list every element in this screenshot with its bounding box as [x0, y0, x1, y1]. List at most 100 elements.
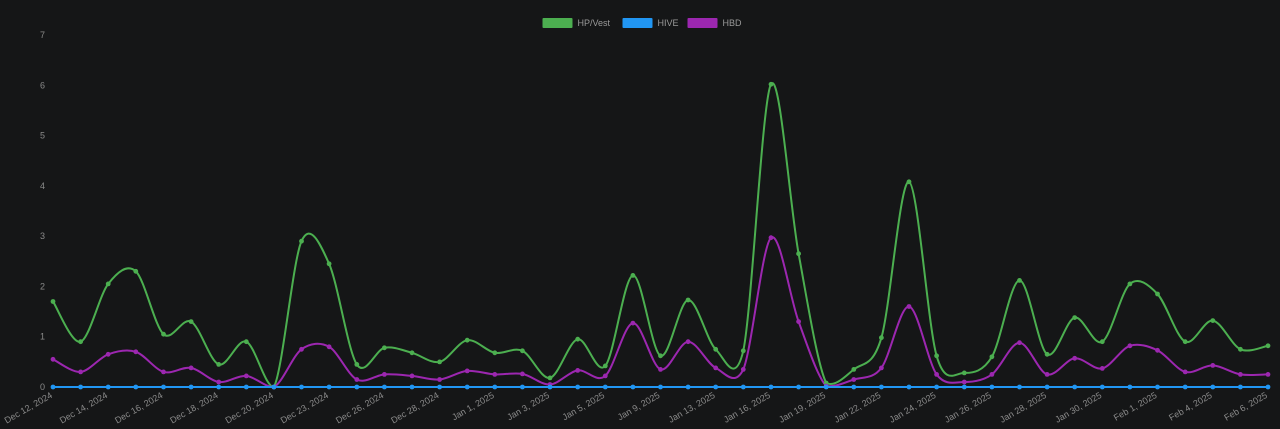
legend-label-hbd: HBD [723, 18, 743, 28]
data-point-hive [685, 384, 691, 390]
data-point-hbd [382, 372, 387, 377]
x-tick-label: Jan 9, 2025 [616, 390, 662, 422]
series-lines [52, 82, 1269, 389]
data-point-hp-vest [547, 375, 553, 381]
data-point-hp-vest [1099, 339, 1105, 345]
data-point-hbd [1017, 340, 1022, 346]
data-point-hive [906, 384, 912, 390]
x-tick-label: Jan 16, 2025 [722, 390, 772, 425]
data-point-hp-vest [961, 370, 967, 376]
x-tick-label: Feb 6, 2025 [1222, 390, 1269, 423]
data-point-hp-vest [1238, 346, 1243, 352]
data-point-hive [575, 384, 581, 390]
data-point-hp-vest [492, 350, 498, 356]
legend-swatch-hp-vest [542, 18, 573, 28]
y-tick-label: 3 [40, 231, 45, 241]
data-point-hive [1155, 384, 1160, 390]
x-tick-label: Jan 28, 2025 [998, 390, 1048, 425]
y-axis: 0 1 2 3 4 5 6 7 [40, 30, 45, 392]
x-tick-label: Jan 5, 2025 [561, 390, 607, 422]
data-point-hive [1127, 384, 1133, 390]
data-point-hbd [78, 369, 83, 375]
data-point-hive [78, 384, 83, 390]
x-tick-label: Dec 28, 2024 [389, 390, 440, 425]
data-point-hive [934, 384, 939, 390]
data-point-hp-vest [1265, 343, 1271, 349]
x-tick-label: Dec 14, 2024 [58, 390, 109, 425]
data-point-hp-vest [575, 336, 581, 342]
data-point-hp-vest [630, 273, 636, 278]
y-tick-label: 1 [40, 332, 45, 342]
data-point-hive [1044, 384, 1050, 390]
x-tick-label: Dec 12, 2024 [3, 390, 54, 425]
x-tick-label: Jan 19, 2025 [777, 390, 827, 425]
x-tick-label: Jan 1, 2025 [450, 390, 496, 422]
data-point-hbd [1072, 355, 1078, 361]
data-point-hive [520, 384, 525, 390]
data-point-hp-vest [1182, 339, 1188, 345]
data-point-hive [464, 384, 470, 390]
data-point-hp-vest [78, 339, 83, 345]
x-tick-label: Jan 22, 2025 [832, 390, 882, 425]
data-point-hbd [133, 349, 139, 355]
data-point-hive [1265, 384, 1271, 390]
data-point-hp-vest [1155, 291, 1160, 297]
data-point-hbd [851, 377, 857, 382]
data-point-hp-vest [188, 319, 194, 324]
data-point-hive [961, 384, 967, 390]
legend-swatch-hbd [687, 18, 718, 28]
data-point-hp-vest [133, 268, 139, 274]
data-point-hbd [1155, 347, 1160, 353]
data-point-hbd [740, 367, 746, 372]
x-tick-label: Jan 13, 2025 [667, 390, 717, 425]
data-point-hive [299, 384, 304, 390]
data-point-hp-vest [934, 353, 939, 359]
data-point-hbd [934, 372, 939, 377]
data-point-hp-vest [299, 238, 304, 244]
data-point-hbd [685, 339, 691, 345]
data-point-hp-vest [989, 354, 995, 360]
data-point-hbd [879, 365, 884, 371]
x-tick-label: Feb 1, 2025 [1112, 390, 1159, 423]
data-point-hive [1238, 384, 1243, 390]
x-tick-label: Dec 20, 2024 [224, 390, 275, 425]
x-tick-label: Dec 23, 2024 [279, 390, 330, 425]
data-point-hbd [243, 373, 249, 379]
data-point-hive [823, 384, 829, 390]
data-point-hp-vest [768, 81, 774, 87]
series-line-hbd [52, 236, 1269, 388]
data-point-hbd [1238, 372, 1243, 377]
data-point-hbd [326, 344, 332, 350]
data-point-hive [354, 384, 360, 390]
y-tick-label: 2 [40, 281, 45, 291]
x-tick-label: Dec 16, 2024 [113, 390, 164, 425]
data-point-hive [382, 384, 387, 390]
data-point-hbd [1099, 366, 1105, 371]
data-point-hbd [796, 319, 801, 324]
data-point-hbd [575, 368, 581, 373]
data-point-hive [133, 384, 139, 390]
data-point-hive [879, 384, 884, 390]
x-tick-label: Jan 26, 2025 [943, 390, 993, 425]
data-point-hive [1017, 384, 1022, 390]
data-point-hbd [188, 365, 194, 371]
x-tick-label: Dec 18, 2024 [168, 390, 219, 425]
data-point-hbd [105, 351, 111, 357]
x-tick-label: Jan 30, 2025 [1053, 390, 1103, 425]
data-point-hp-vest [50, 299, 56, 304]
data-point-hp-vest [906, 179, 912, 185]
data-point-hp-vest [1210, 318, 1216, 323]
data-point-hbd [713, 365, 719, 371]
data-point-hbd [1127, 343, 1133, 349]
data-point-hp-vest [382, 345, 387, 351]
legend-label-hp-vest: HP/Vest [578, 18, 611, 28]
data-point-hive [768, 384, 774, 390]
data-point-hp-vest [326, 261, 332, 267]
y-tick-label: 0 [40, 382, 45, 392]
series-points [50, 81, 1271, 390]
data-point-hive [630, 384, 636, 390]
data-point-hive [1072, 384, 1078, 390]
data-point-hp-vest [216, 362, 222, 367]
data-point-hbd [961, 379, 967, 385]
